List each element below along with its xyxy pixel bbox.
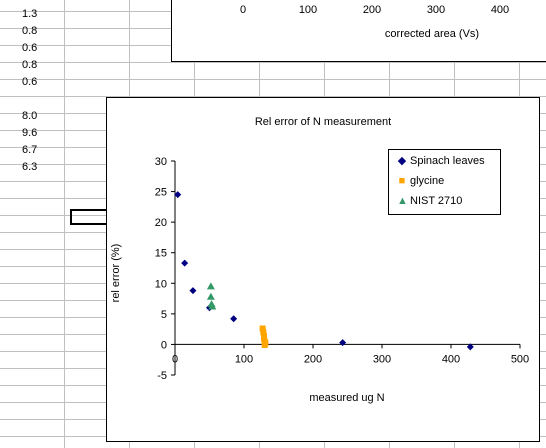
cell[interactable]: 0.8 (22, 25, 38, 37)
diamond-icon: ◆ (397, 155, 407, 167)
legend[interactable]: ◆ Spinach leaves ■ glycine ▲ NIST 2710 (388, 149, 501, 215)
data-point (261, 332, 268, 339)
data-point (206, 282, 215, 290)
x-tick-label: 0 (172, 353, 178, 365)
data-point (189, 287, 197, 295)
y-tick-label: 20 (155, 217, 167, 229)
cell[interactable]: 6.3 (22, 161, 38, 173)
x-tick-label: 400 (490, 4, 510, 16)
x-tick-label: 100 (235, 353, 253, 365)
rel-error-chart[interactable]: Rel error of N measurement -5 0 5 10 15 20 25 3… (106, 97, 540, 442)
cell[interactable]: 0.8 (22, 59, 38, 71)
cell[interactable]: 9.6 (22, 127, 38, 139)
data-point (206, 292, 215, 300)
data-point (230, 315, 238, 323)
legend-item-glycine: ■ glycine (397, 174, 445, 188)
data-point (466, 343, 474, 351)
y-axis-title: rel error (%) (110, 243, 122, 303)
legend-label: glycine (410, 175, 445, 187)
square-icon: ■ (398, 175, 406, 187)
x-axis-title: corrected area (Vs) (384, 28, 480, 40)
data-point (174, 191, 182, 199)
data-point (259, 325, 266, 332)
triangle-icon: ▲ (397, 195, 408, 207)
x-tick-label: 200 (304, 353, 322, 365)
x-axis-title: measured ug N (309, 392, 385, 404)
x-tick-label: 300 (373, 353, 391, 365)
x-tick-label: 200 (362, 4, 382, 16)
top-chart[interactable]: 0 100 200 300 400 corrected area (Vs) (171, 0, 546, 62)
chart-title: Rel error of N measurement (254, 116, 392, 128)
cell[interactable]: 6.7 (22, 144, 38, 156)
x-tick-label: 300 (426, 4, 446, 16)
data-point (339, 339, 347, 347)
data-point (261, 342, 268, 349)
x-tick-label: 100 (298, 4, 318, 16)
legend-item-spinach: ◆ Spinach leaves (397, 154, 485, 168)
legend-item-nist: ▲ NIST 2710 (397, 194, 462, 208)
x-tick-label: 500 (511, 353, 529, 365)
y-tick-label: -5 (157, 370, 167, 382)
y-tick-label: 25 (155, 187, 167, 199)
legend-label: NIST 2710 (410, 195, 463, 207)
data-point (208, 302, 217, 310)
y-tick-label: 0 (161, 339, 167, 351)
cell[interactable]: 1.3 (22, 8, 38, 20)
data-point (181, 259, 189, 267)
cell[interactable]: 0.6 (22, 76, 38, 88)
x-tick-label: 400 (442, 353, 460, 365)
y-tick-label: 10 (155, 278, 167, 290)
legend-label: Spinach leaves (410, 155, 485, 167)
cell[interactable]: 8.0 (22, 110, 38, 122)
cell[interactable]: 0.6 (22, 42, 38, 54)
y-tick-label: 15 (155, 248, 167, 260)
y-tick-label: 30 (155, 156, 167, 168)
y-tick-label: 5 (161, 309, 167, 321)
data-point (260, 329, 267, 336)
x-tick-label: 0 (239, 4, 247, 16)
